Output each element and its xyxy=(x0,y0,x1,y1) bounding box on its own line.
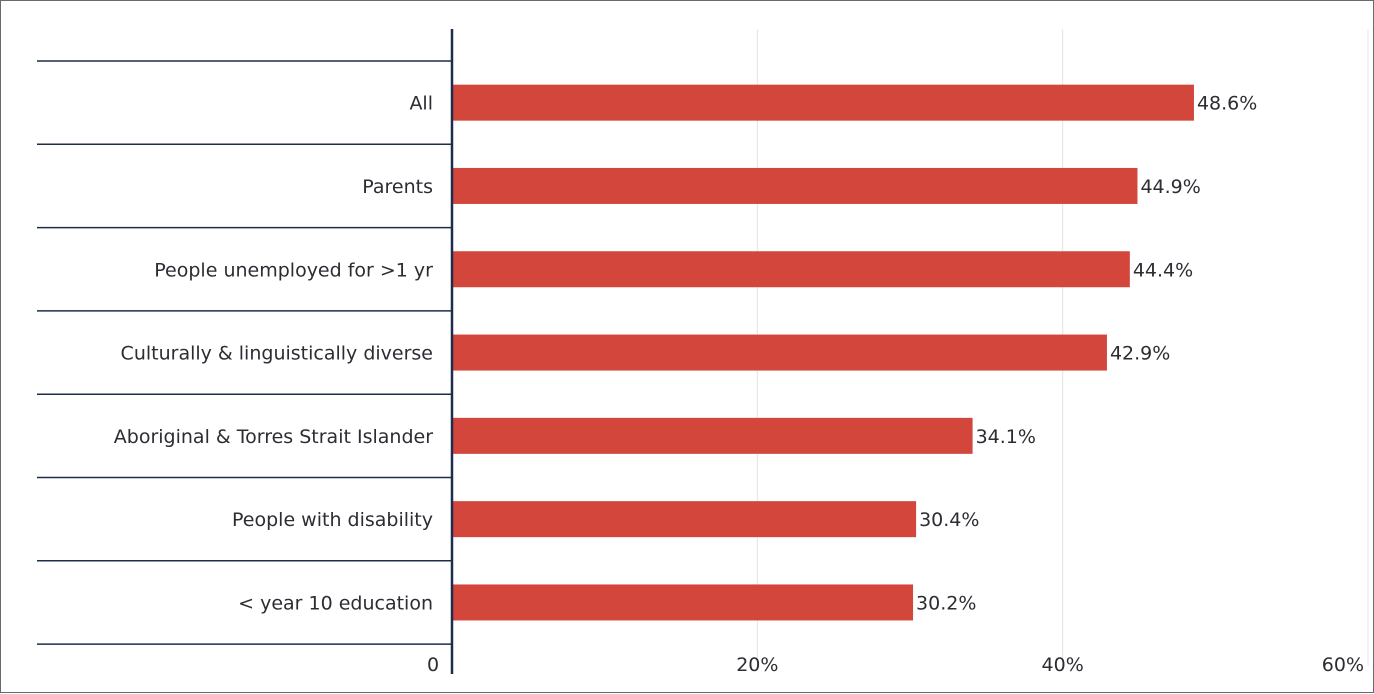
x-tick-label: 20% xyxy=(736,654,778,676)
x-tick-label: 0 xyxy=(427,654,439,676)
bar-6 xyxy=(452,501,917,538)
bar-5 xyxy=(452,417,973,454)
bar-1 xyxy=(452,84,1194,121)
bars xyxy=(452,84,1194,621)
value-labels: 48.6% 44.9% 44.4% 42.9% 34.1% 30.4% 30.2% xyxy=(916,93,1257,615)
category-separators xyxy=(37,60,452,645)
value-label: 42.9% xyxy=(1110,343,1170,365)
x-tick-label: 60% xyxy=(1322,654,1364,676)
value-label: 30.2% xyxy=(916,592,976,614)
value-label: 30.4% xyxy=(919,509,979,531)
value-label: 44.4% xyxy=(1133,259,1193,281)
category-labels: All Parents People unemployed for >1 yr Cul… xyxy=(114,93,433,615)
category-label: Parents xyxy=(362,176,433,198)
bar-4 xyxy=(452,334,1107,371)
bar-7 xyxy=(452,584,914,621)
bar-2 xyxy=(452,167,1138,204)
category-label: Culturally & linguistically diverse xyxy=(121,343,433,365)
category-label: All xyxy=(409,93,433,115)
category-label: People with disability xyxy=(232,509,433,531)
x-tick-label: 40% xyxy=(1042,654,1084,676)
value-label: 34.1% xyxy=(976,426,1036,448)
value-label: 44.9% xyxy=(1140,176,1200,198)
category-label: Aboriginal & Torres Strait Islander xyxy=(114,426,433,448)
category-label: People unemployed for >1 yr xyxy=(154,259,433,281)
value-label: 48.6% xyxy=(1197,93,1257,115)
category-label: < year 10 education xyxy=(238,592,433,614)
x-axis-ticks: 0 20% 40% 60% xyxy=(427,654,1364,676)
bar-3 xyxy=(452,251,1130,288)
